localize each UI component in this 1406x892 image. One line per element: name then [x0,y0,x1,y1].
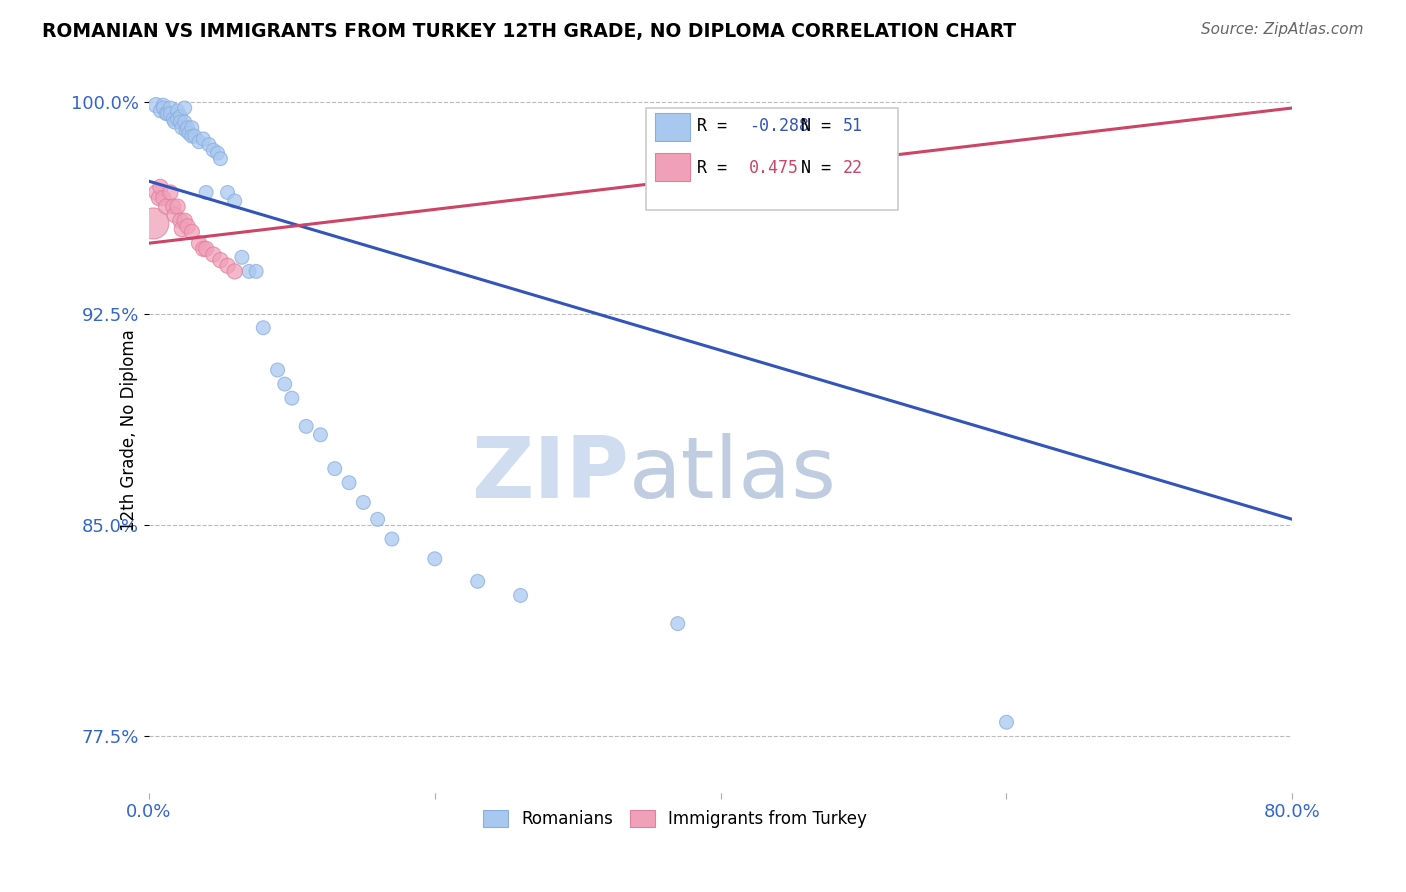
Point [170,222,193,236]
Point [173,115,195,129]
Point [155,200,177,214]
Point [145,186,167,200]
Text: N =: N = [800,118,841,136]
Point [195,186,218,200]
Point [169,213,191,227]
Point [180,129,202,144]
Point [145,98,167,112]
Point [198,137,221,152]
Point [274,377,297,392]
Point [423,551,446,566]
Point [352,495,374,509]
Point [207,146,229,161]
Text: 22: 22 [844,159,863,177]
Text: 51: 51 [844,118,863,136]
Text: R =: R = [696,159,737,177]
Point [149,103,172,118]
Point [266,363,288,377]
Point [238,264,260,278]
Point [224,264,246,278]
Text: 0.475: 0.475 [749,159,799,177]
Point [159,101,181,115]
Point [169,115,191,129]
Point [666,616,689,631]
Point [337,475,360,490]
Text: ZIP: ZIP [471,433,628,516]
FancyBboxPatch shape [647,108,898,210]
Point [169,110,191,124]
Point [252,320,274,334]
Point [152,98,174,112]
Point [209,152,232,166]
Point [176,120,198,135]
Point [202,143,225,157]
Point [173,101,195,115]
Point [149,179,172,194]
Text: R =: R = [696,118,737,136]
Point [152,101,174,115]
Text: Source: ZipAtlas.com: Source: ZipAtlas.com [1201,22,1364,37]
Point [188,135,211,149]
Point [509,589,531,603]
Point [367,512,389,526]
Point [177,126,200,140]
Point [295,419,318,434]
Point [159,186,181,200]
Point [162,200,184,214]
Bar [655,153,690,181]
Text: N =: N = [800,159,841,177]
Point [281,391,304,405]
Point [188,236,211,251]
Text: ROMANIAN VS IMMIGRANTS FROM TURKEY 12TH GRADE, NO DIPLOMA CORRELATION CHART: ROMANIAN VS IMMIGRANTS FROM TURKEY 12TH … [42,22,1017,41]
Text: atlas: atlas [628,433,837,516]
Point [195,242,218,256]
Bar [655,113,690,141]
Point [163,208,186,222]
Point [217,259,239,273]
Point [467,574,489,589]
Point [202,247,225,261]
Point [148,191,170,205]
Point [152,191,174,205]
Point [231,250,253,264]
Point [163,115,186,129]
Point [245,264,267,278]
Point [323,461,346,475]
Point [209,253,232,268]
Point [159,106,181,120]
Point [166,112,188,127]
Point [156,106,179,120]
Point [155,106,177,120]
Point [180,225,202,239]
Point [224,194,246,208]
Point [170,120,193,135]
Point [173,213,195,227]
Point [180,120,202,135]
Point [183,129,205,144]
Point [142,217,165,231]
Point [166,103,188,118]
Point [381,532,404,546]
Legend: Romanians, Immigrants from Turkey: Romanians, Immigrants from Turkey [477,804,873,835]
Text: -0.288: -0.288 [749,118,810,136]
Point [193,242,215,256]
Point [995,715,1018,730]
Point [193,132,215,146]
Point [162,112,184,127]
Point [309,427,332,442]
Y-axis label: 12th Grade, No Diploma: 12th Grade, No Diploma [120,330,138,532]
Point [166,200,188,214]
Point [176,219,198,234]
Point [217,186,239,200]
Point [174,123,197,137]
